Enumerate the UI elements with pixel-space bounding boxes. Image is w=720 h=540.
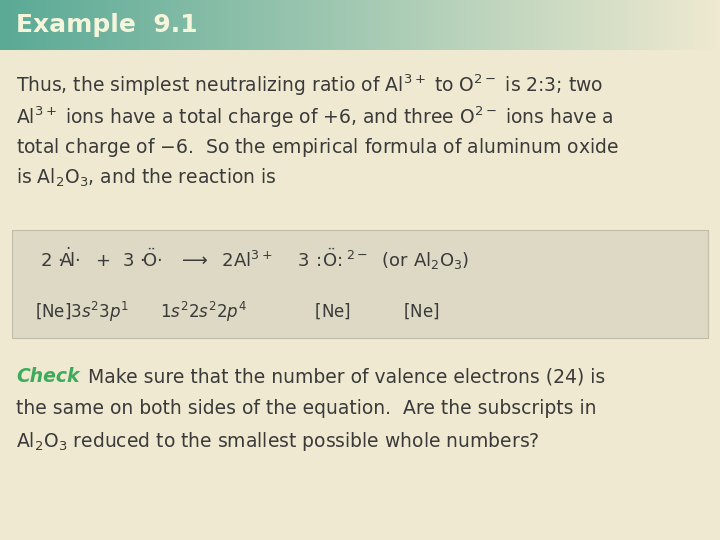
Text: Example  9.1: Example 9.1 — [16, 13, 197, 37]
Text: total charge of $-$6.  So the empirical formula of aluminum oxide: total charge of $-$6. So the empirical f… — [16, 136, 618, 159]
Text: 2 $\cdot\!\dot{\mathrm{A}}\!\mathrm{l}\!\cdot$  +  3 $\cdot\!\ddot{\mathrm{O}}\!: 2 $\cdot\!\dot{\mathrm{A}}\!\mathrm{l}\!… — [40, 246, 469, 272]
Text: the same on both sides of the equation.  Are the subscripts in: the same on both sides of the equation. … — [16, 399, 596, 417]
Text: Check: Check — [16, 367, 79, 386]
Text: Al$_2$O$_3$ reduced to the smallest possible whole numbers?: Al$_2$O$_3$ reduced to the smallest poss… — [16, 430, 539, 453]
FancyBboxPatch shape — [12, 230, 708, 338]
Text: [Ne]3$s^2$3$p^1$      1$s^2$2$s^2$2$p^4$             [Ne]          [Ne]: [Ne]3$s^2$3$p^1$ 1$s^2$2$s^2$2$p^4$ [Ne]… — [35, 300, 439, 324]
Text: Make sure that the number of valence electrons (24) is: Make sure that the number of valence ele… — [76, 367, 605, 386]
Text: Al$^{3+}$ ions have a total charge of +6, and three O$^{2-}$ ions have a: Al$^{3+}$ ions have a total charge of +6… — [16, 104, 613, 130]
Text: Thus, the simplest neutralizing ratio of Al$^{3+}$ to O$^{2-}$ is 2:3; two: Thus, the simplest neutralizing ratio of… — [16, 73, 603, 98]
Text: is Al$_2$O$_3$, and the reaction is: is Al$_2$O$_3$, and the reaction is — [16, 167, 276, 189]
